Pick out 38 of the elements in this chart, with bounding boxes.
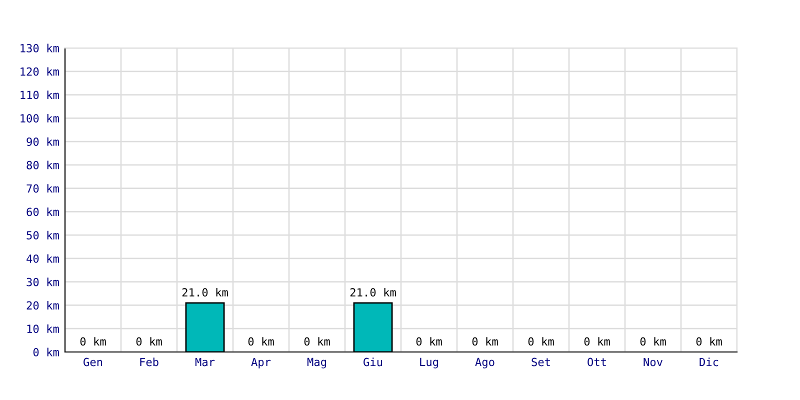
data-label: 0 km (472, 337, 498, 346)
data-label: 21.0 km (350, 288, 396, 297)
x-tick-label: Mag (307, 358, 326, 368)
y-tick-label: 70 km (26, 184, 59, 193)
x-tick-label: Set (532, 358, 550, 366)
y-tick-label: 20 km (26, 301, 59, 310)
data-label: 0 km (304, 337, 330, 346)
y-tick-label: 120 km (20, 67, 59, 76)
x-tick-label: Mar (195, 358, 215, 366)
x-tick-label: Dic (700, 358, 718, 366)
y-tick-label: 90 km (26, 137, 59, 146)
x-tick-label: Feb (140, 358, 158, 366)
data-label: 0 km (528, 337, 554, 346)
x-tick-label: Ott (588, 358, 606, 366)
data-label: 0 km (696, 337, 722, 346)
y-tick-label: 10 km (27, 324, 59, 334)
data-label: 0 km (584, 337, 610, 346)
y-tick-label: 130 km (20, 44, 59, 52)
data-label: 0 km (416, 337, 442, 346)
x-tick-label: Nov (644, 358, 662, 366)
x-tick-label: Giu (364, 358, 382, 366)
y-tick-label: 100 km (20, 114, 59, 123)
y-tick-label: 30 km (26, 278, 59, 286)
data-label: 0 km (248, 337, 274, 346)
y-tick-label: 50 km (26, 230, 59, 240)
data-label: 0 km (640, 337, 666, 346)
y-tick-label: 110 km (20, 90, 59, 100)
x-tick-label: Lug (420, 358, 438, 368)
data-label: 21.0 km (182, 288, 228, 297)
y-tick-label: 80 km (26, 160, 59, 170)
x-tick-label: Apr (251, 358, 271, 368)
y-tick-label: 40 km (26, 254, 59, 263)
data-label: 0 km (80, 337, 106, 346)
x-tick-label: Gen (84, 358, 102, 366)
y-tick-label: 60 km (26, 208, 59, 216)
data-label: 0 km (136, 337, 162, 346)
y-tick-label: 0 km (33, 348, 59, 356)
x-tick-label: Ago (475, 358, 494, 368)
